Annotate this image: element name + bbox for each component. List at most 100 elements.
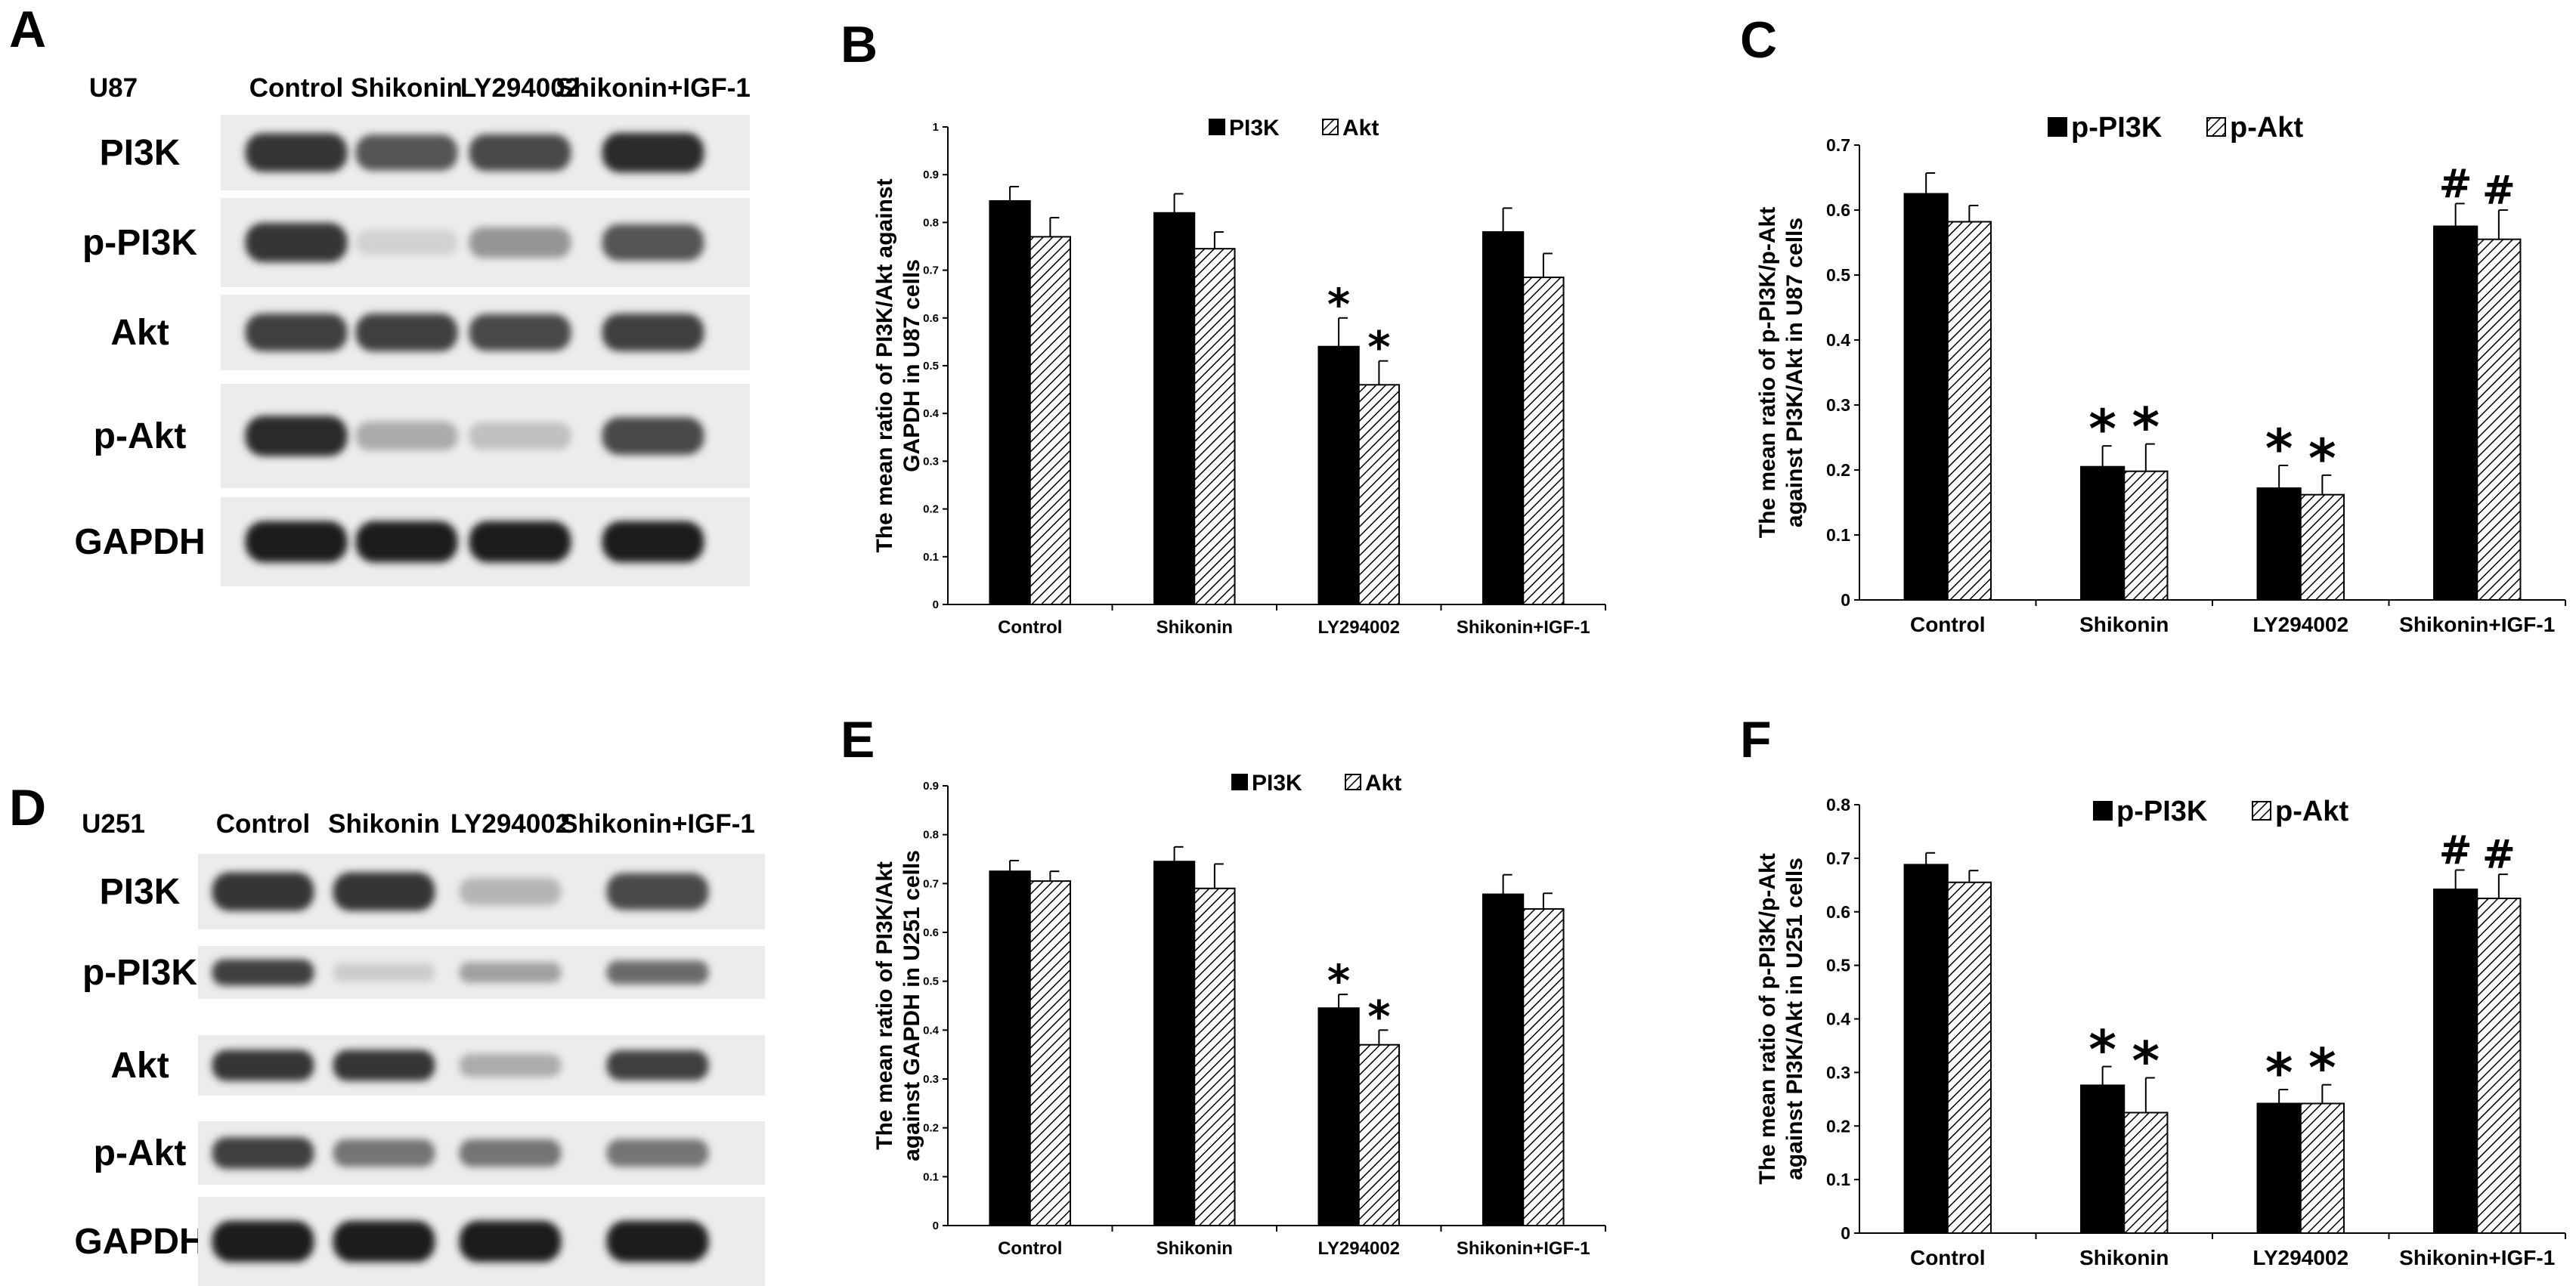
protein-label: PI3K (100, 133, 181, 173)
lane-label: LY294002 (450, 809, 570, 839)
lane-label: Shikonin+IGF-1 (556, 73, 751, 103)
y-tick-label: 0.5 (923, 975, 939, 988)
bar (2256, 487, 2302, 601)
y-tick-label: 0.4 (923, 407, 940, 420)
blot-band (212, 1136, 314, 1170)
blot-band (355, 230, 458, 255)
bar (1194, 887, 1236, 1227)
lane-label: Shikonin+IGF-1 (560, 809, 755, 839)
legend-swatch (1322, 119, 1339, 135)
y-tick-label: 0 (933, 1220, 939, 1232)
y-tick-label: 0.8 (1826, 795, 1850, 815)
category-label: LY294002 (2252, 613, 2348, 636)
category-label: LY294002 (2252, 1246, 2348, 1269)
legend-label: PI3K (1252, 771, 1302, 796)
category-label: Shikonin (2079, 1246, 2169, 1269)
legend-swatch (2252, 801, 2271, 821)
y-tick-label: 0.4 (1826, 330, 1850, 350)
bar (1194, 248, 1236, 605)
bar-chart-b: 0 0.1 0.2 0.3 0.4 0.5 0.6 0.7 0.8 0.9 1 Control Shik… (872, 116, 1606, 638)
bar (1522, 277, 1565, 605)
bar (1946, 221, 1992, 601)
blot-band (245, 222, 348, 263)
blot-band (333, 1139, 435, 1167)
legend-label: PI3K (1229, 116, 1280, 141)
blot-band (355, 313, 458, 352)
legend-swatch (1209, 119, 1225, 135)
legend-swatch (1345, 774, 1361, 790)
lane-label: LY294002 (460, 73, 580, 103)
protein-label: p-PI3K (82, 223, 197, 263)
y-axis-label: The mean ratio of PI3K/Akt against (872, 178, 897, 552)
y-tick-label: 0.6 (1826, 200, 1850, 220)
bar (1153, 861, 1196, 1226)
bar (1358, 1043, 1401, 1226)
blot-band (459, 1053, 562, 1077)
legend-label: p-Akt (2275, 796, 2348, 827)
bar (1317, 345, 1360, 605)
significance-star: * (1327, 955, 1350, 1006)
y-tick-label: 0.7 (1826, 849, 1850, 868)
y-tick-label: 0.7 (1826, 135, 1850, 155)
blot-band (333, 872, 435, 911)
category-label: LY294002 (1317, 617, 1400, 638)
protein-label: GAPDH (74, 1222, 205, 1262)
blot-band (469, 134, 571, 172)
y-axis-label: against PI3K/Akt in U87 cells (1782, 218, 1807, 527)
bar (2123, 470, 2169, 601)
category-label: Shikonin+IGF-1 (2399, 613, 2555, 636)
significance-star: * (2088, 1019, 2116, 1081)
bar (2433, 888, 2478, 1235)
protein-label: p-PI3K (82, 953, 197, 993)
blot-band (606, 873, 709, 910)
legend-swatch (2206, 117, 2226, 137)
bar-chart-f: 0 0.1 0.2 0.3 0.4 0.5 0.6 0.7 0.8 Control Shikonin… (1755, 795, 2566, 1269)
bar (1482, 231, 1525, 605)
y-tick-label: 0.4 (1826, 1009, 1850, 1029)
legend-swatch (1231, 774, 1248, 790)
y-tick-label: 0.5 (1826, 956, 1850, 975)
lane-label: Shikonin (351, 73, 463, 103)
blot-band (245, 313, 348, 352)
y-tick-label: 1 (933, 121, 939, 134)
y-tick-label: 0.3 (1826, 1062, 1850, 1082)
significance-star: * (2088, 398, 2116, 460)
y-tick-label: 0.1 (1826, 1170, 1850, 1189)
y-tick-label: 0.9 (923, 780, 939, 793)
category-label: Control (1910, 613, 1986, 636)
bar (1522, 907, 1565, 1226)
y-tick-label: 0.9 (923, 168, 939, 181)
blot-band (606, 960, 709, 985)
significance-star: * (2132, 1030, 2160, 1092)
blot-band (606, 1139, 709, 1167)
blot-band (245, 521, 348, 563)
y-tick-label: 0.8 (923, 216, 939, 229)
significance-star: * (2308, 1037, 2336, 1099)
bar (1903, 864, 1949, 1234)
bar (1482, 893, 1525, 1227)
category-label: Control (998, 617, 1062, 638)
y-axis-label: against PI3K/Akt in U251 cells (1782, 858, 1807, 1180)
lane-label: Control (216, 809, 310, 839)
blot-band (212, 1050, 314, 1081)
legend-swatch (2093, 801, 2113, 821)
blot-band (459, 1139, 562, 1167)
blot-band (469, 314, 571, 351)
y-tick-label: 0.2 (923, 503, 939, 516)
significance-star: * (2265, 418, 2293, 480)
legend-label: p-Akt (2230, 112, 2303, 144)
panel-label-c: C (1740, 11, 1777, 69)
blot-band (602, 224, 704, 261)
y-tick-label: 0.2 (1826, 460, 1850, 480)
significance-star: * (2265, 1042, 2293, 1104)
blot-band (602, 417, 704, 455)
y-axis-label: The mean ratio of PI3K/Akt (872, 861, 897, 1150)
blot-band (212, 872, 314, 911)
category-label: Shikonin+IGF-1 (1457, 617, 1590, 638)
blot-band (212, 959, 314, 986)
western-blot-u87: U87 Control ShikoninLY294002Shikonin+IGF-1… (74, 73, 751, 586)
category-label: Shikonin (1156, 1238, 1233, 1259)
bar (2476, 238, 2522, 601)
legend-swatch (2048, 117, 2067, 137)
